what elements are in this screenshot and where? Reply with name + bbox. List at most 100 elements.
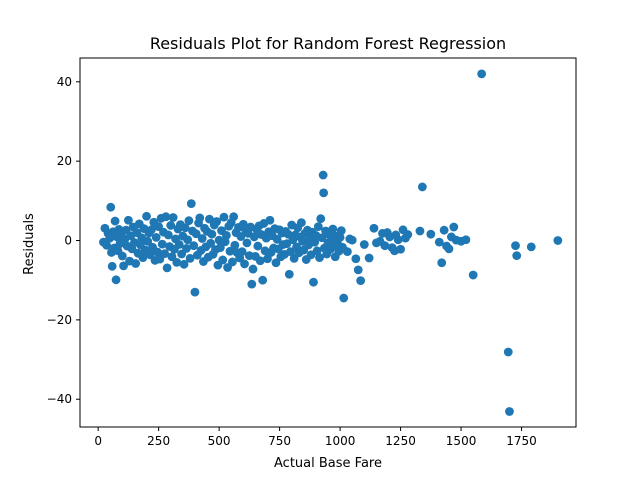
scatter-point bbox=[225, 246, 235, 256]
y-axis-label: Residuals bbox=[22, 213, 37, 275]
scatter-point bbox=[286, 247, 295, 257]
scatter-point bbox=[162, 263, 172, 273]
scatter-point bbox=[468, 270, 478, 280]
scatter-point bbox=[512, 251, 522, 260]
scatter-point bbox=[272, 234, 282, 244]
scatter-point bbox=[189, 241, 199, 251]
scatter-point bbox=[172, 257, 182, 267]
scatter-point bbox=[207, 229, 217, 239]
scatter-point bbox=[106, 202, 116, 212]
scatter-point bbox=[143, 236, 153, 246]
x-tick-label: 250 bbox=[147, 434, 170, 448]
y-tick-label: −40 bbox=[47, 392, 72, 406]
scatter-point bbox=[183, 235, 193, 245]
scatter-point bbox=[119, 261, 128, 271]
y-tick-label: −20 bbox=[47, 313, 72, 327]
scatter-point bbox=[444, 244, 454, 254]
scatter-point bbox=[206, 238, 216, 248]
x-tick-label: 1500 bbox=[446, 434, 477, 448]
scatter-point bbox=[228, 257, 237, 267]
scatter-point bbox=[310, 237, 320, 247]
scatter-point bbox=[185, 253, 195, 263]
scatter-point bbox=[316, 214, 326, 224]
scatter-point bbox=[396, 244, 405, 254]
scatter-point bbox=[351, 254, 361, 264]
scatter-point bbox=[248, 264, 258, 274]
chart-title: Residuals Plot for Random Forest Regress… bbox=[150, 34, 506, 53]
scatter-point bbox=[168, 213, 178, 222]
scatter-point bbox=[335, 232, 345, 242]
scatter-point bbox=[255, 256, 265, 266]
scatter-point bbox=[426, 229, 436, 239]
x-tick-label: 500 bbox=[208, 434, 231, 448]
scatter-point bbox=[102, 240, 112, 250]
x-axis-ticks: 0 250 500 750 1000 1250 1500 1750 bbox=[94, 427, 537, 448]
scatter-point bbox=[328, 224, 338, 234]
scatter-point bbox=[142, 211, 151, 221]
scatter-point bbox=[110, 216, 120, 226]
scatter-point bbox=[249, 232, 259, 242]
y-tick-label: 40 bbox=[57, 75, 72, 89]
scatter-point bbox=[313, 222, 323, 232]
scatter-point bbox=[526, 242, 536, 252]
scatter-point bbox=[212, 217, 222, 226]
scatter-point bbox=[347, 235, 357, 245]
scatter-point bbox=[237, 247, 247, 257]
x-tick-label: 750 bbox=[268, 434, 291, 448]
scatter-point bbox=[369, 223, 379, 233]
scatter-point bbox=[417, 182, 427, 192]
scatter-point bbox=[477, 69, 487, 79]
scatter-point bbox=[319, 188, 329, 198]
scatter-point bbox=[503, 347, 513, 357]
scatter-point bbox=[174, 240, 184, 249]
x-tick-label: 1250 bbox=[385, 434, 416, 448]
scatter-point bbox=[179, 259, 189, 269]
scatter-point bbox=[163, 230, 173, 240]
scatter-point bbox=[296, 218, 306, 228]
scatter-point bbox=[315, 253, 324, 262]
scatter-point bbox=[356, 276, 366, 285]
scatter-point bbox=[107, 261, 117, 271]
scatter-point bbox=[195, 213, 205, 223]
scatter-point bbox=[146, 225, 156, 235]
scatter-point bbox=[153, 247, 162, 257]
scatter-point bbox=[247, 279, 257, 289]
scatter-point bbox=[253, 241, 263, 251]
scatter-point bbox=[353, 265, 363, 275]
scatter-point bbox=[553, 236, 563, 245]
scatter-point bbox=[309, 277, 318, 287]
scatter-point bbox=[151, 232, 161, 242]
scatter-point bbox=[166, 221, 176, 230]
scatter-point bbox=[449, 222, 459, 232]
scatter-point bbox=[215, 243, 225, 253]
scatter-point bbox=[160, 249, 170, 259]
y-axis-ticks: −40 −20 0 20 40 bbox=[47, 75, 80, 406]
scatter-point bbox=[505, 407, 514, 416]
scatter-point bbox=[182, 244, 191, 253]
scatter-point bbox=[240, 259, 249, 269]
y-tick-label: 0 bbox=[64, 234, 72, 248]
scatter-point bbox=[359, 240, 369, 249]
scatter-point bbox=[242, 238, 252, 248]
scatter-point bbox=[439, 225, 449, 235]
x-tick-label: 0 bbox=[94, 434, 102, 448]
scatter-point bbox=[339, 293, 349, 303]
scatter-point bbox=[131, 259, 141, 268]
scatter-point bbox=[205, 214, 214, 224]
scatter-point bbox=[336, 226, 346, 236]
scatter-point bbox=[184, 216, 194, 226]
x-axis-label: Actual Base Fare bbox=[274, 456, 382, 471]
scatter-point bbox=[221, 230, 231, 240]
scatter-point bbox=[186, 199, 196, 209]
scatter-point bbox=[197, 234, 207, 243]
scatter-point bbox=[415, 226, 425, 236]
scatter-point bbox=[157, 239, 167, 249]
scatter-point bbox=[284, 269, 294, 279]
scatter-point bbox=[511, 241, 520, 251]
scatter-point bbox=[138, 253, 148, 262]
scatter-point bbox=[111, 275, 121, 285]
scatter-point bbox=[342, 247, 352, 257]
scatter-points bbox=[99, 69, 563, 416]
scatter-point bbox=[312, 246, 322, 256]
